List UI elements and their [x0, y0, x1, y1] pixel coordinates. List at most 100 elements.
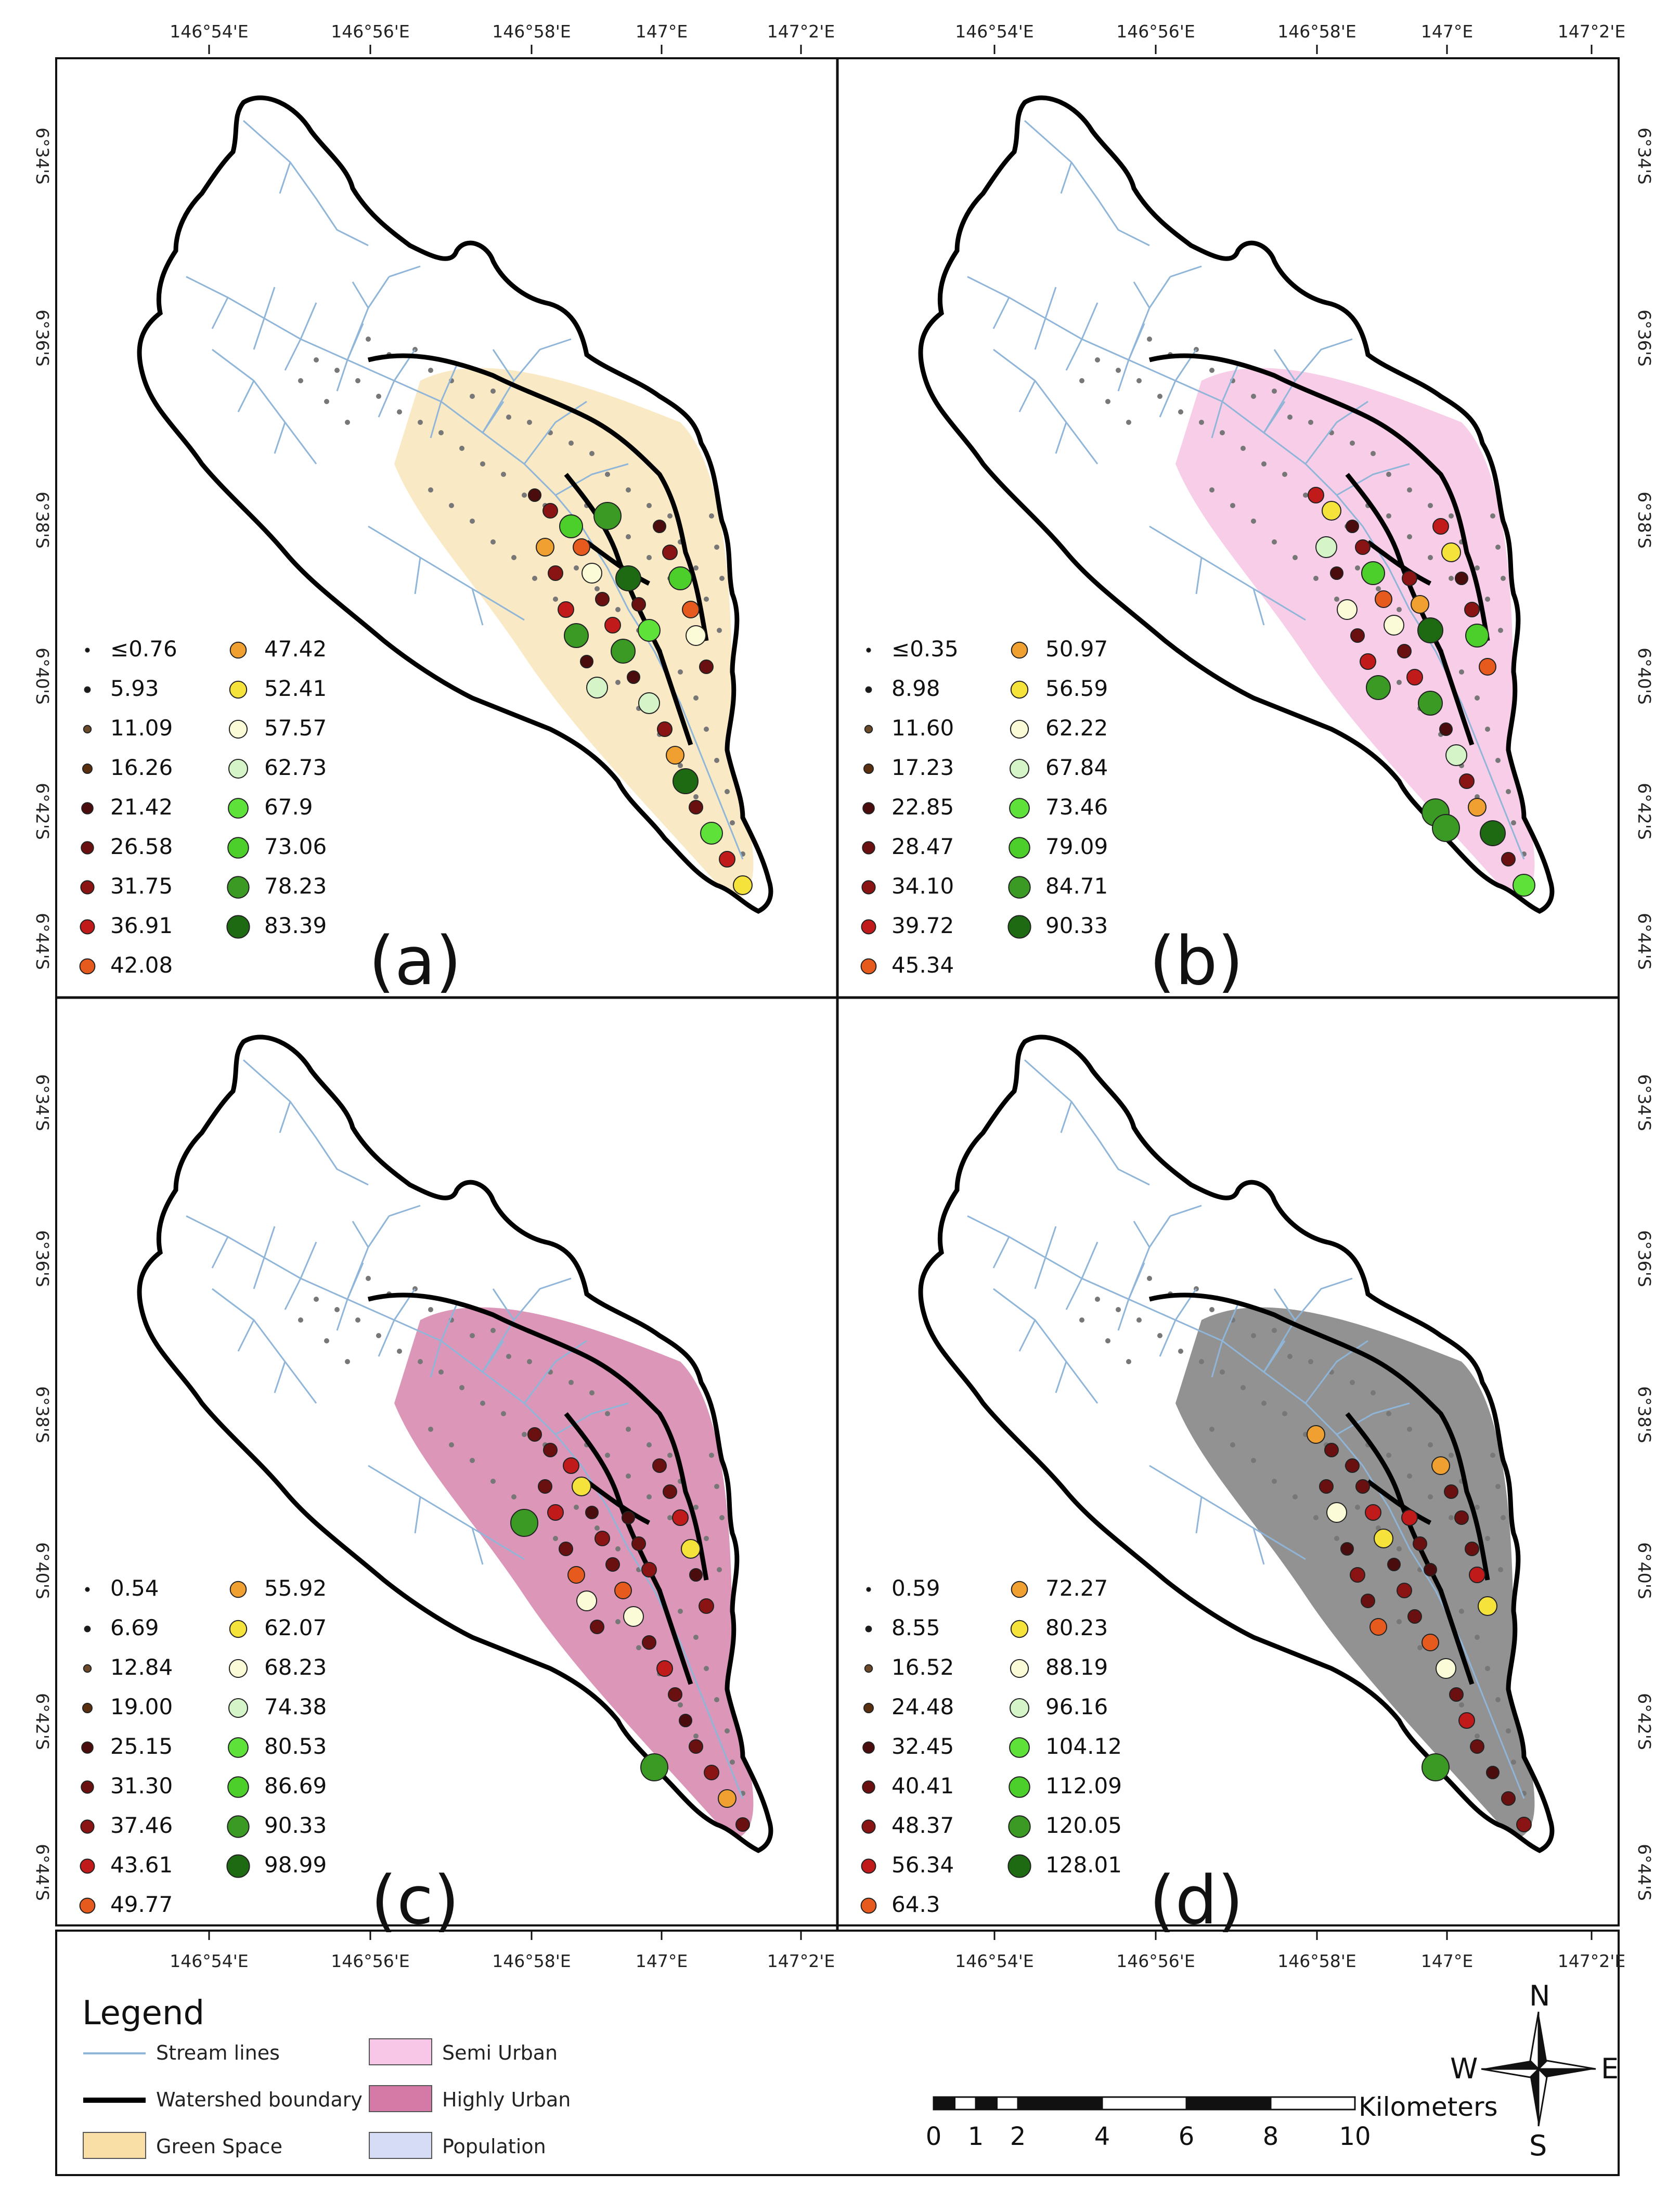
value-symbol	[547, 1504, 564, 1521]
panel-a: (a) ≤0.76 5.93 11.09 16.26 21.42 26.58 31.75 36.…	[79, 98, 771, 1000]
right-top-lat-tick: 6°36'S	[1634, 309, 1655, 367]
value-symbol	[1345, 1458, 1360, 1473]
value-symbol	[1326, 1502, 1347, 1523]
legend-item: Green Space	[83, 2132, 282, 2159]
right-top-lat-tick: 6°40'S	[1634, 648, 1655, 705]
legend-value: 24.48	[891, 1694, 954, 1719]
legend-symbol	[227, 1776, 249, 1798]
value-symbol	[1480, 820, 1506, 846]
panel-label: (a)	[369, 923, 461, 1000]
bottom-left-lon-tick: 146°54'E	[170, 1951, 248, 1971]
value-symbol	[563, 1457, 579, 1474]
value-symbol	[686, 625, 706, 646]
class-legend: 0.59 8.55 16.52 24.48 32.45 40.41 48.37 56.34 64…	[860, 1575, 1122, 1917]
value-symbol	[1369, 1618, 1387, 1636]
legend-symbol	[84, 1625, 91, 1633]
legend-symbol	[1010, 719, 1029, 739]
value-symbol	[573, 538, 590, 556]
legend-symbol	[229, 1620, 248, 1638]
value-symbol	[638, 692, 660, 714]
legend-symbol	[1010, 1698, 1029, 1718]
value-symbol-large	[640, 1753, 668, 1781]
legend-symbol	[864, 725, 873, 734]
right-bottom-lat-tick: 6°42'S	[1634, 1693, 1655, 1750]
left-bottom-lat-tick: 6°42'S	[32, 1693, 53, 1750]
legend-value: 98.99	[264, 1852, 327, 1878]
legend-value: 120.05	[1045, 1813, 1122, 1838]
legend-symbol	[228, 798, 249, 819]
legend-value: 55.92	[264, 1575, 327, 1601]
legend-symbol	[80, 880, 95, 895]
left-top-lat-tick: 6°44'S	[32, 913, 53, 970]
legend-value: 90.33	[264, 1813, 327, 1838]
legend-symbol	[860, 958, 877, 975]
panel-c: (c) 0.54 6.69 12.84 19.00 25.15 31.30 37.46 43.6…	[79, 1037, 771, 1939]
value-symbol	[642, 1635, 656, 1650]
legend-value: 11.09	[110, 715, 173, 741]
legend-symbol	[229, 1581, 247, 1598]
panel-label: (c)	[371, 1862, 459, 1939]
value-symbol	[1439, 722, 1453, 736]
legend-item-label: Population	[442, 2135, 546, 2158]
legend-value: 90.33	[1045, 913, 1108, 938]
value-symbol	[679, 1714, 692, 1727]
legend-symbol	[861, 1819, 876, 1834]
scale-segment	[996, 2096, 1019, 2111]
compass-s: S	[1529, 2129, 1547, 2162]
value-symbol	[581, 563, 602, 584]
legend-value: 22.85	[891, 794, 954, 820]
value-symbol	[1478, 1596, 1497, 1616]
panel-d: (d) 0.59 8.55 16.52 24.48 32.45 40.41 48.37 56.3…	[860, 1037, 1552, 1939]
scale-label: 8	[1263, 2122, 1279, 2151]
legend-value: 25.15	[110, 1734, 173, 1759]
top-left-lon-tick: 147°E	[636, 21, 688, 42]
value-symbol	[1406, 669, 1423, 685]
legend-value: 16.26	[110, 755, 173, 780]
value-symbol	[641, 1562, 657, 1577]
value-symbol	[1346, 520, 1359, 533]
value-symbol	[1424, 1563, 1437, 1576]
legend-value: 0.54	[110, 1575, 159, 1601]
legend-value: 128.01	[1045, 1852, 1122, 1878]
legend-symbol	[1007, 915, 1031, 939]
legend-symbol	[82, 1703, 93, 1713]
legend-item-label: Highly Urban	[442, 2088, 571, 2111]
legend-symbol	[81, 802, 94, 814]
legend-value: 11.60	[891, 715, 954, 741]
value-symbol	[1458, 1712, 1475, 1729]
left-top-lat-tick: 6°36'S	[32, 309, 53, 367]
top-left-lon-tick: 147°2'E	[767, 21, 835, 42]
value-symbol	[1413, 1536, 1427, 1551]
legend-value: 56.34	[891, 1852, 954, 1878]
bottom-right-lon-tick: 147°2'E	[1558, 1951, 1625, 1971]
value-symbol	[1361, 1594, 1375, 1608]
value-symbol	[580, 655, 593, 668]
left-top-lat-tick: 6°38'S	[32, 491, 53, 549]
legend-value: 0.59	[891, 1575, 940, 1601]
top-right-lon-tick: 146°56'E	[1116, 21, 1195, 42]
legend-symbol	[863, 764, 874, 774]
bottom-right-lon-tick: 146°58'E	[1277, 1951, 1356, 1971]
top-right-lon-tick: 147°2'E	[1558, 21, 1625, 42]
legend-symbol	[1007, 1854, 1031, 1878]
legend-value: 67.84	[1045, 755, 1108, 780]
legend-symbol	[81, 1780, 94, 1794]
legend-value: 42.08	[110, 952, 173, 978]
value-symbol	[1455, 572, 1468, 585]
scale-label: 0	[926, 2122, 942, 2151]
panel-label: (d)	[1149, 1862, 1243, 1939]
value-symbol	[1315, 536, 1337, 558]
value-symbol	[1432, 518, 1449, 535]
left-bottom-lat-tick: 6°38'S	[32, 1386, 53, 1443]
top-left-lon-tick: 146°54'E	[170, 21, 248, 42]
legend-item: Watershed boundary	[83, 2088, 363, 2111]
legend-value: 68.23	[264, 1654, 327, 1680]
value-symbol	[681, 1539, 701, 1559]
legend-value: 28.47	[891, 834, 954, 859]
right-bottom-lat-tick: 6°38'S	[1634, 1386, 1655, 1443]
value-symbol	[595, 592, 610, 606]
legend-symbol	[226, 915, 250, 939]
value-symbol	[1513, 874, 1535, 897]
legend-symbol	[865, 1625, 872, 1633]
value-symbol	[1441, 542, 1461, 562]
